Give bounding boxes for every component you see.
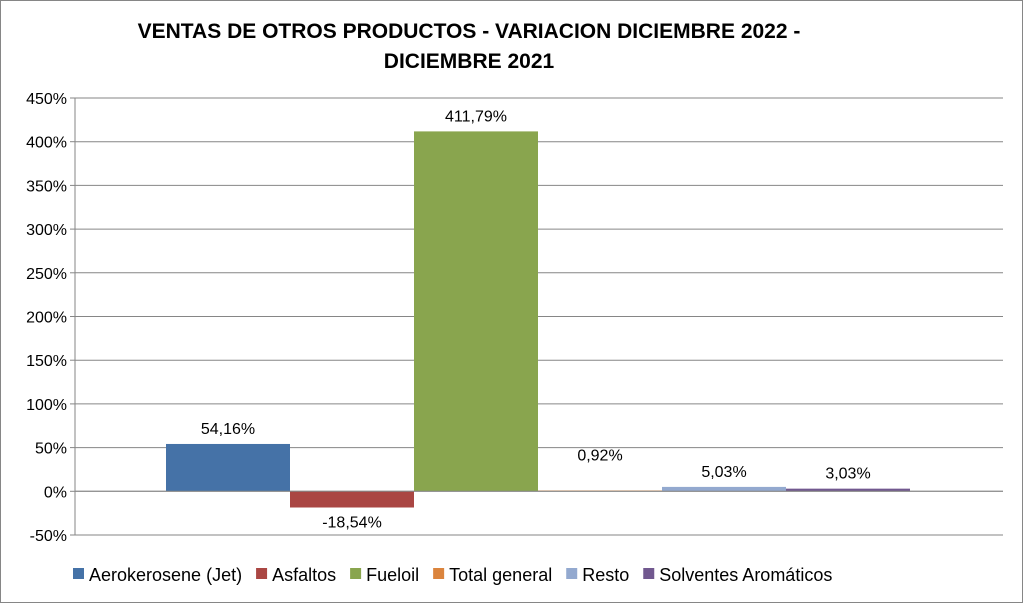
legend-item: Fueloil [350,565,419,585]
bar-resto [662,486,786,492]
bar-asfaltos [290,491,414,508]
y-tick-label: 300% [26,222,67,239]
legend-label: Aerokerosene (Jet) [89,565,242,585]
legend-label: Fueloil [366,565,419,585]
y-tick-label: 350% [26,178,67,195]
data-label: 411,79% [445,108,507,125]
y-tick-label: 250% [26,266,67,283]
legend-label: Resto [582,565,629,585]
legend-item: Solventes Aromáticos [643,565,832,585]
legend-label: Asfaltos [272,565,336,585]
bar-fueloil [414,131,538,492]
data-label: -18,54% [322,515,382,532]
data-label: 0,92% [577,447,622,464]
data-label: 54,16% [201,421,255,438]
legend-swatch [73,568,84,579]
legend-swatch [643,568,655,579]
y-tick-label: 0% [44,484,67,501]
legend-item: Total general [433,565,552,585]
legend-swatch [433,568,445,579]
bar-aerokerosene-jet- [166,443,290,492]
chart-title-line-2: DICIEMBRE 2021 [384,50,555,73]
legend-label: Solventes Aromáticos [659,565,832,585]
legend-label: Total general [449,565,552,585]
legend-item: Resto [566,565,629,585]
legend-swatch [350,568,362,579]
legend-item: Aerokerosene (Jet) [73,565,242,585]
bar-solventes-arom-ticos [786,488,910,492]
data-label: 5,03% [701,464,746,481]
data-label: 3,03% [825,466,870,483]
legend-swatch [256,568,268,579]
y-tick-label: 50% [35,441,67,458]
legend-item: Asfaltos [256,565,336,585]
y-tick-label: -50% [30,528,67,545]
y-tick-label: 200% [26,310,67,327]
y-tick-label: 400% [26,135,67,152]
y-tick-label: 150% [26,353,67,370]
y-tick-label: 100% [26,397,67,414]
y-tick-label: 450% [26,91,67,108]
legend-swatch [566,568,578,579]
chart-title-line-1: VENTAS DE OTROS PRODUCTOS - VARIACION DI… [138,20,801,43]
